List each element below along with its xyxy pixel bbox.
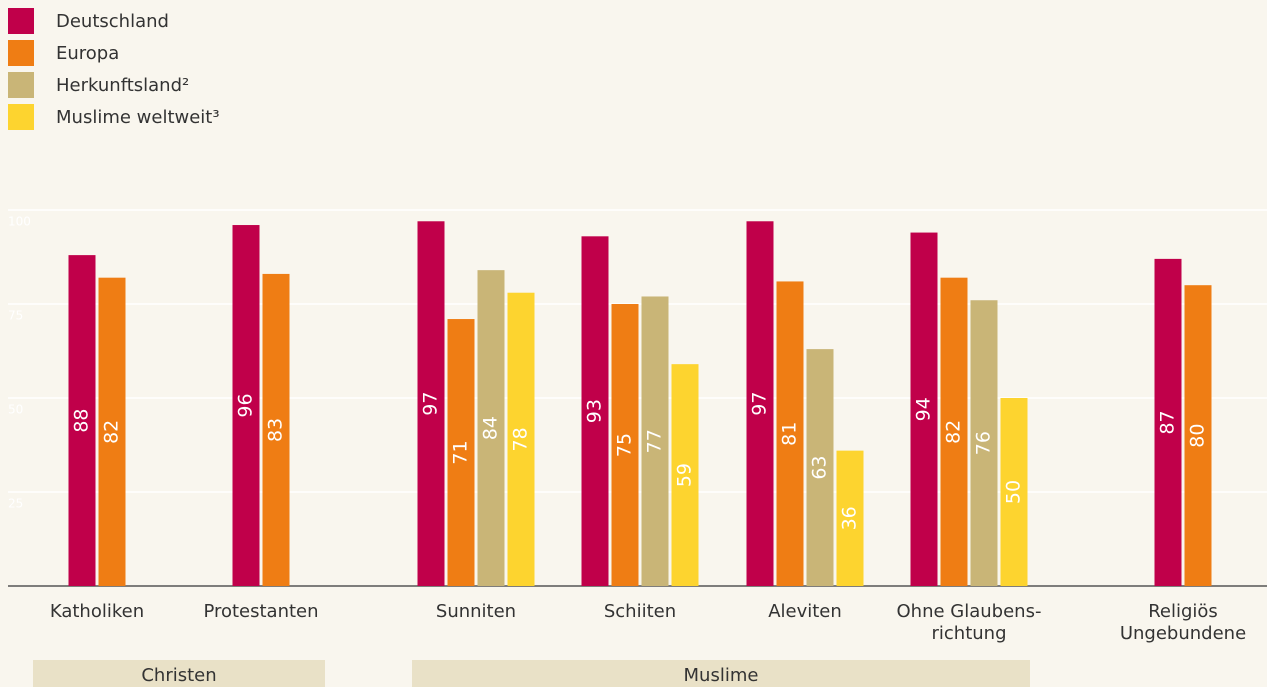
- bar: [1154, 258, 1182, 586]
- value-label: 83: [265, 418, 287, 442]
- y-tick-label: 75: [8, 309, 23, 323]
- value-label: 75: [614, 433, 636, 457]
- bar: [611, 304, 639, 586]
- value-label: 36: [839, 506, 861, 530]
- group-box: [33, 660, 325, 687]
- bar: [970, 300, 998, 586]
- bar: [1184, 285, 1212, 586]
- bar: [940, 277, 968, 586]
- bar: [507, 292, 535, 586]
- x-tick-label: Sunniten: [436, 601, 516, 622]
- legend-label: Deutschland: [56, 11, 169, 32]
- value-label: 82: [101, 420, 123, 444]
- bar: [477, 270, 505, 586]
- x-tick-label: Aleviten: [768, 601, 842, 622]
- legend-label: Europa: [56, 43, 119, 64]
- bar: [581, 236, 609, 586]
- group-label: Christen: [141, 665, 216, 686]
- legend-label: Herkunftsland²: [56, 75, 189, 96]
- value-label: 81: [779, 422, 801, 446]
- value-label: 87: [1157, 410, 1179, 434]
- x-tick-label: Ohne Glaubens-: [897, 601, 1042, 622]
- y-tick-label: 100: [8, 215, 31, 229]
- value-label: 80: [1187, 424, 1209, 448]
- bar: [447, 319, 475, 586]
- x-tick-label: Katholiken: [50, 601, 144, 622]
- legend-swatch: [8, 72, 34, 98]
- value-label: 96: [235, 393, 257, 417]
- value-label: 97: [420, 392, 442, 416]
- value-label: 84: [480, 416, 502, 440]
- value-label: 59: [674, 463, 696, 487]
- y-tick-label: 25: [8, 497, 23, 511]
- value-label: 50: [1003, 480, 1025, 504]
- bar: [232, 225, 260, 587]
- legend-swatch: [8, 8, 34, 34]
- value-label: 88: [71, 408, 93, 432]
- value-label: 97: [749, 392, 771, 416]
- value-label: 82: [943, 420, 965, 444]
- bar: [806, 349, 834, 586]
- value-label: 94: [913, 397, 935, 421]
- bar: [910, 232, 938, 586]
- bar: [641, 296, 669, 586]
- bar: [1000, 398, 1028, 586]
- value-label: 93: [584, 399, 606, 423]
- bar: [262, 273, 290, 586]
- bar: [98, 277, 126, 586]
- value-label: 77: [644, 429, 666, 453]
- bar: [776, 281, 804, 586]
- legend-label: Muslime weltweit³: [56, 107, 220, 128]
- value-label: 78: [510, 427, 532, 451]
- value-label: 63: [809, 455, 831, 479]
- bar: [68, 255, 96, 586]
- value-label: 76: [973, 431, 995, 455]
- group-label: Muslime: [684, 665, 759, 686]
- legend-swatch: [8, 40, 34, 66]
- x-tick-label: richtung: [931, 623, 1006, 644]
- x-tick-label: Ungebundene: [1120, 623, 1246, 644]
- bar: [671, 364, 699, 586]
- legend-swatch: [8, 104, 34, 130]
- value-label: 71: [450, 440, 472, 464]
- y-tick-label: 50: [8, 403, 23, 417]
- x-tick-label: Schiiten: [604, 601, 676, 622]
- group-box: [412, 660, 1030, 687]
- x-tick-label: Protestanten: [203, 601, 318, 622]
- bar: [417, 221, 445, 586]
- bar: [836, 450, 864, 586]
- bar: [746, 221, 774, 586]
- x-tick-label: Religiös: [1148, 601, 1218, 622]
